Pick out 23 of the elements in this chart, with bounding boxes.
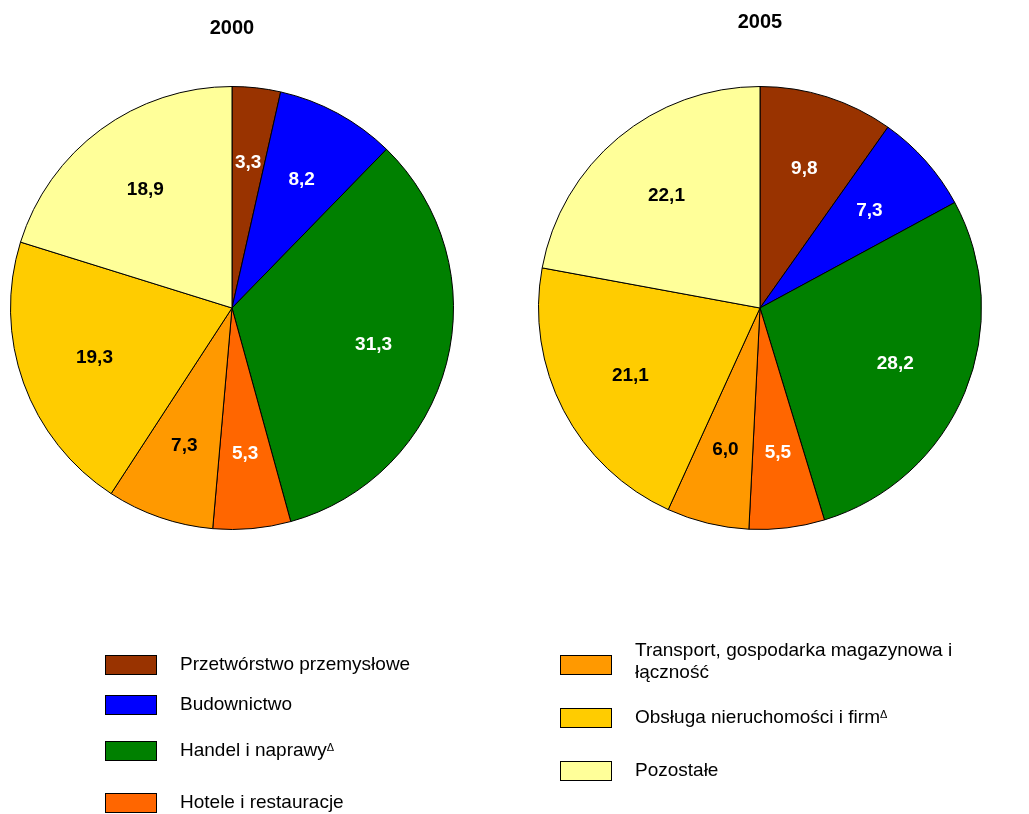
- data-label: 31,3: [355, 332, 393, 354]
- legend-label: Przetwórstwo przemysłowe: [180, 653, 412, 675]
- data-label: 7,3: [171, 434, 198, 456]
- legend-label: Hotele i restauracje: [180, 791, 345, 813]
- data-label: 6,0: [712, 438, 739, 460]
- data-label: 5,5: [764, 441, 792, 463]
- data-label: 22,1: [647, 183, 686, 205]
- data-label: 18,9: [126, 178, 164, 200]
- data-label: 3,3: [234, 150, 262, 172]
- legend-label: Obsługa nieruchomości i firm$^{Δ}$: [635, 706, 889, 728]
- chart-title: 2005: [736, 10, 784, 33]
- chart-title: 2000: [208, 16, 256, 39]
- data-label: 7,3: [856, 199, 883, 221]
- legend-label: Transport, gospodarka magazynowa i łączność: [635, 639, 954, 683]
- data-label: 9,8: [791, 156, 818, 178]
- data-label: 8,2: [288, 167, 315, 189]
- data-label: 21,1: [611, 363, 650, 385]
- data-label: 28,2: [876, 351, 914, 373]
- legend-label: Budownictwo: [180, 693, 293, 715]
- legend-label: Pozostałe: [635, 759, 720, 781]
- data-label: 5,3: [232, 441, 259, 463]
- legend-label: Handel i naprawy$^{Δ}$: [180, 739, 336, 761]
- data-label: 19,3: [75, 345, 113, 367]
